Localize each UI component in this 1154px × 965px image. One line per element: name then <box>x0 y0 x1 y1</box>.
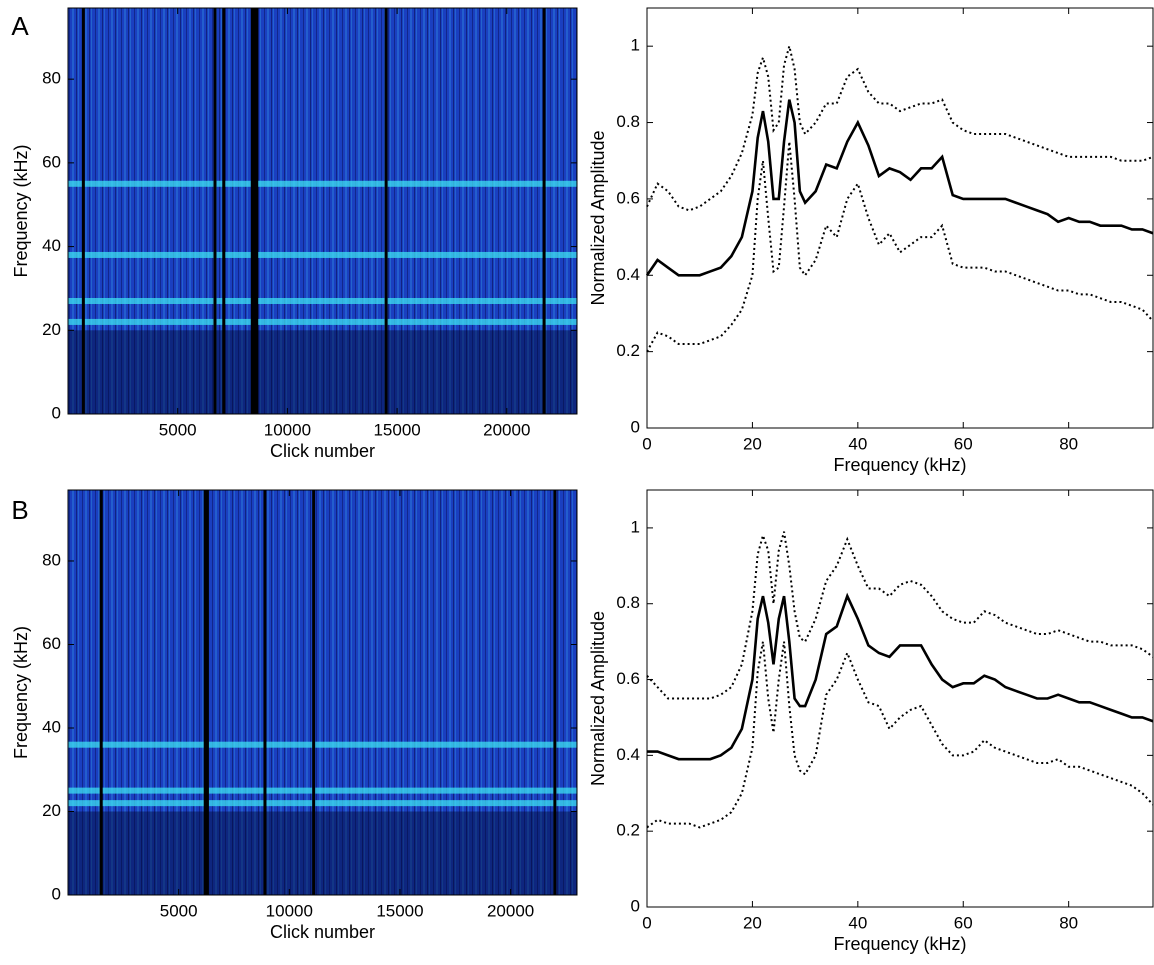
x-tick-label: 20 <box>743 913 762 932</box>
y-tick-label: 20 <box>42 320 61 339</box>
spectrogram-shade <box>68 330 577 414</box>
band <box>68 297 577 304</box>
x-tick-label: 60 <box>954 913 973 932</box>
dark-column <box>384 8 388 414</box>
y-tick-label: 80 <box>42 69 61 88</box>
band <box>68 800 577 807</box>
band <box>68 180 577 187</box>
dark-column <box>255 8 259 414</box>
x-tick-label: 0 <box>642 434 651 453</box>
band <box>68 741 577 748</box>
x-tick-label: 5000 <box>159 420 197 439</box>
x-axis-label: Click number <box>270 922 375 942</box>
y-tick-label: 0.4 <box>616 745 640 764</box>
spectrogram-texture <box>68 8 577 414</box>
x-tick-label: 15000 <box>376 901 423 920</box>
x-axis-label: Frequency (kHz) <box>833 934 966 954</box>
spectrogram-texture <box>68 490 577 895</box>
x-tick-label: 80 <box>1059 913 1078 932</box>
x-tick-label: 10000 <box>264 420 311 439</box>
y-tick-label: 0.8 <box>616 593 640 612</box>
dark-column <box>250 8 254 414</box>
y-tick-label: 0 <box>52 403 61 422</box>
dark-column <box>542 8 546 414</box>
band <box>68 251 577 258</box>
x-tick-label: 20000 <box>483 420 530 439</box>
y-tick-label: 40 <box>42 717 61 736</box>
y-tick-label: 0 <box>52 884 61 903</box>
dark-column <box>252 8 256 414</box>
y-tick-label: 0.2 <box>616 341 640 360</box>
dark-column <box>312 490 316 895</box>
y-tick-label: 60 <box>42 634 61 653</box>
dark-column <box>263 490 267 895</box>
y-axis-label: Normalized Amplitude <box>588 130 608 305</box>
series-line <box>647 592 1154 761</box>
series-line <box>645 99 1154 277</box>
dark-column <box>81 8 85 414</box>
dark-column <box>222 8 226 414</box>
x-axis-label: Click number <box>270 441 375 461</box>
band <box>68 787 577 794</box>
y-tick-label: 0.2 <box>616 821 640 840</box>
dark-column <box>205 490 209 895</box>
y-tick-label: 0.8 <box>616 112 640 131</box>
series-line <box>646 141 1154 353</box>
band <box>68 318 577 325</box>
x-tick-label: 80 <box>1059 434 1078 453</box>
y-tick-label: 0.4 <box>616 265 640 284</box>
y-axis-label: Frequency (kHz) <box>11 144 31 277</box>
panel-label: A <box>11 11 29 41</box>
series-line <box>646 45 1154 212</box>
dark-column <box>203 490 207 895</box>
y-tick-label: 40 <box>42 236 61 255</box>
x-tick-label: 40 <box>848 434 867 453</box>
x-tick-label: 5000 <box>160 901 198 920</box>
y-tick-label: 1 <box>631 36 640 55</box>
x-axis-label: Frequency (kHz) <box>833 455 966 475</box>
x-tick-label: 15000 <box>373 420 420 439</box>
x-tick-label: 20000 <box>487 901 534 920</box>
y-tick-label: 20 <box>42 801 61 820</box>
series-line <box>646 641 1154 829</box>
plot-frame <box>67 489 578 896</box>
y-tick-label: 80 <box>42 550 61 569</box>
y-axis-label: Normalized Amplitude <box>588 611 608 786</box>
y-tick-label: 0 <box>631 417 640 436</box>
y-axis-label: Frequency (kHz) <box>11 626 31 759</box>
series-line <box>646 531 1154 700</box>
plot-frame <box>646 489 1154 908</box>
y-tick-label: 60 <box>42 152 61 171</box>
y-tick-label: 0.6 <box>616 188 640 207</box>
x-tick-label: 40 <box>848 913 867 932</box>
x-tick-label: 0 <box>642 913 651 932</box>
panel-label: B <box>11 495 28 525</box>
y-tick-label: 1 <box>631 517 640 536</box>
plot-frame <box>67 7 578 415</box>
y-tick-label: 0.6 <box>616 669 640 688</box>
x-tick-label: 20 <box>743 434 762 453</box>
x-tick-label: 10000 <box>266 901 313 920</box>
dark-column <box>213 8 217 414</box>
spectrogram-shade <box>68 811 577 895</box>
dark-column <box>99 490 103 895</box>
plot-frame <box>646 7 1154 429</box>
dark-column <box>553 490 557 895</box>
y-tick-label: 0 <box>631 896 640 915</box>
x-tick-label: 60 <box>954 434 973 453</box>
